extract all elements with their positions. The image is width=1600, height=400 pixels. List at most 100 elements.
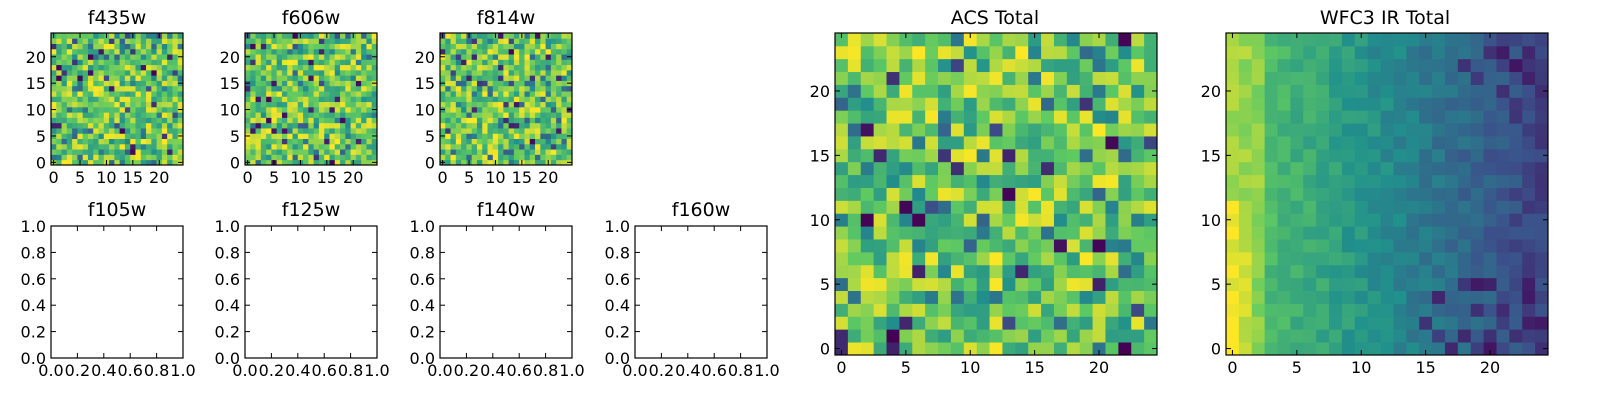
heatmap-cell [440, 149, 446, 155]
heatmap-cell [950, 264, 965, 279]
heatmap-cell [119, 106, 126, 113]
heatmap-cell [1079, 200, 1093, 214]
heatmap-cell [450, 54, 457, 60]
heatmap-cell [899, 264, 913, 279]
heatmap-cell [56, 159, 62, 166]
heatmap-cell [1028, 213, 1042, 227]
heatmap-cell [1470, 71, 1484, 85]
heatmap-cell [1406, 110, 1420, 124]
x-tick-label: 0.6 [506, 361, 531, 380]
heatmap-cell [324, 64, 330, 71]
heatmap-cell [1354, 33, 1369, 47]
heatmap-cell [1041, 97, 1055, 111]
heatmap-cell [130, 75, 136, 81]
heatmap-cell [899, 148, 913, 163]
heatmap-cell [899, 110, 913, 124]
heatmap-cell [276, 101, 283, 108]
heatmap-cell [1118, 226, 1132, 240]
heatmap-cell [899, 200, 913, 214]
heatmap-cell [66, 54, 73, 60]
heatmap-cell [1277, 342, 1291, 356]
heatmap-cell [487, 43, 494, 50]
heatmap-cell [1522, 136, 1536, 150]
heatmap-cell [835, 251, 849, 266]
heatmap-cell [873, 316, 887, 330]
heatmap-cell [445, 112, 451, 118]
heatmap-cell [1406, 58, 1420, 73]
heatmap-cell [109, 69, 115, 76]
heatmap-cell [561, 59, 568, 66]
heatmap-cell [172, 133, 179, 139]
heatmap-cell [1470, 226, 1484, 240]
heatmap-cell [1341, 71, 1356, 85]
heatmap-cell [1290, 161, 1304, 176]
heatmap-cell [1079, 136, 1093, 150]
heatmap-cell [292, 149, 299, 155]
heatmap-cell [550, 75, 557, 81]
heatmap-cell [172, 159, 179, 166]
heatmap-cell [519, 143, 525, 150]
heatmap-cell [1406, 136, 1420, 150]
heatmap-cell [1419, 110, 1433, 124]
heatmap-cell [114, 159, 121, 166]
heatmap-cell [455, 154, 462, 161]
heatmap-cell [77, 133, 84, 139]
heatmap-cell [72, 133, 78, 139]
heatmap-cell [172, 106, 179, 113]
heatmap-cell [899, 45, 913, 60]
heatmap-cell [950, 251, 965, 266]
heatmap-cell [303, 91, 309, 97]
heatmap-cell [899, 33, 913, 47]
heatmap-cell [938, 148, 952, 163]
heatmap-cell [1535, 110, 1549, 124]
heatmap-cell [140, 138, 147, 145]
heatmap-cell [524, 106, 531, 113]
heatmap-cell [835, 226, 849, 240]
heatmap-cell [482, 48, 488, 55]
heatmap-cell [847, 58, 862, 73]
heatmap-cell [1092, 187, 1106, 201]
panel-title-f160w: f160w [672, 199, 731, 221]
heatmap-cell [508, 48, 515, 55]
heatmap-cell [56, 96, 62, 103]
heatmap-cell [1432, 277, 1446, 291]
heatmap-cell [1419, 58, 1433, 73]
heatmap-cell [250, 59, 256, 66]
heatmap-cell [1341, 110, 1356, 124]
heatmap-cell [498, 75, 504, 81]
heatmap-cell [976, 187, 990, 201]
heatmap-cell [172, 38, 179, 44]
heatmap-cell [66, 117, 73, 124]
heatmap-cell [355, 59, 362, 66]
heatmap-cell [925, 303, 939, 317]
heatmap-cell [1105, 33, 1119, 47]
heatmap-cell [303, 48, 309, 55]
heatmap-cell [1483, 123, 1497, 137]
heatmap-cell [461, 64, 467, 71]
y-tick-label: 0.0 [605, 349, 630, 368]
heatmap-cell [146, 143, 152, 150]
heatmap-cell [167, 96, 173, 103]
heatmap-cell [1226, 239, 1240, 253]
heatmap-cell [912, 342, 926, 356]
heatmap-cell [1131, 200, 1145, 214]
heatmap-cell [455, 59, 462, 66]
heatmap-cell [498, 159, 504, 166]
heatmap-cell [303, 106, 309, 113]
panel-title-f125w: f125w [282, 199, 341, 221]
heatmap-cell [1290, 316, 1304, 330]
heatmap-cell [556, 69, 562, 76]
x-tick-label: 0.6 [701, 361, 726, 380]
heatmap-cell [56, 91, 62, 97]
heatmap-cell [1367, 84, 1381, 98]
heatmap-cell [250, 80, 256, 87]
heatmap-cell [1053, 316, 1068, 330]
heatmap-cell [1226, 277, 1240, 291]
heatmap-cell [1053, 84, 1068, 98]
heatmap-cell [1406, 71, 1420, 85]
heatmap-cell [350, 91, 357, 97]
heatmap-cell [303, 64, 309, 71]
heatmap-cell [271, 96, 278, 103]
heatmap-cell [1079, 226, 1093, 240]
heatmap-cell [989, 33, 1003, 47]
